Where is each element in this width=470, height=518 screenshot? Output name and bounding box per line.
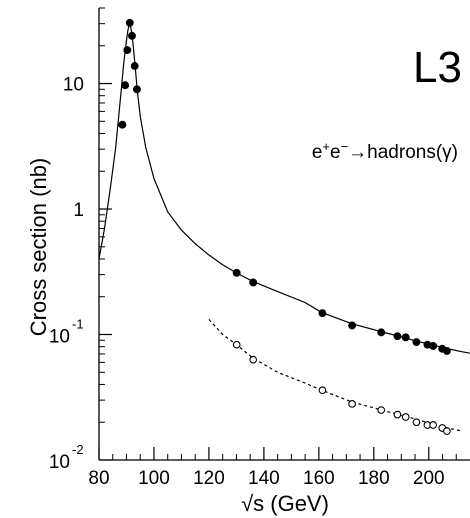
filled-data-point [128, 31, 136, 40]
open-data-point [249, 355, 258, 364]
filled-data-point [318, 309, 327, 318]
x-tick-label: 160 [303, 468, 335, 489]
x-tick-label: 200 [413, 468, 445, 489]
filled-data-point [429, 342, 438, 350]
filled-data-point [125, 18, 134, 27]
y-tick-label: 10 [49, 452, 70, 473]
x-tick-label: 140 [248, 468, 280, 489]
open-data-point [348, 400, 356, 408]
filled-data-point [118, 120, 127, 129]
open-data-point [232, 340, 241, 349]
annotation-superscript: + [322, 139, 330, 154]
x-tick-label: 120 [193, 468, 225, 489]
x-tick-label: 100 [138, 468, 170, 489]
y-axis-label: Cross section (nb) [26, 158, 51, 337]
filled-data-point [232, 268, 241, 277]
chart-title-l3: L3 [413, 43, 462, 92]
filled-data-point [393, 332, 402, 341]
open-data-point [412, 418, 421, 427]
filled-data-point [123, 46, 132, 54]
x-tick-label: 80 [88, 468, 109, 489]
filled-data-point [249, 278, 258, 287]
filled-data-point [130, 62, 139, 70]
filled-data-point [132, 85, 141, 94]
y-tick-label: 10 [63, 75, 84, 96]
annotation-text: e [330, 142, 341, 163]
annotation-text: e [312, 142, 323, 163]
x-axis-label: √s (GeV) [241, 491, 329, 516]
annotation-text: →hadrons(γ) [348, 142, 458, 163]
filled-data-point [401, 333, 410, 342]
open-data-point [393, 410, 402, 419]
y-tick-label: 1 [73, 200, 84, 221]
filled-data-point [121, 81, 130, 90]
open-data-point [318, 386, 327, 395]
reaction-annotation: e+e−→hadrons(γ) [312, 139, 458, 164]
annotation-superscript: − [341, 139, 349, 154]
open-data-point [429, 421, 438, 429]
open-data-point [377, 406, 386, 414]
filled-data-point [348, 321, 357, 330]
open-data-point [443, 427, 451, 435]
y-tick-label: 10 [49, 327, 70, 348]
y-tick-exponent: -1 [72, 317, 84, 332]
dashed-fit-curve [208, 318, 462, 432]
solid-fit-curve [98, 22, 470, 354]
filled-data-point [412, 338, 421, 347]
y-tick-exponent: -2 [72, 442, 84, 457]
filled-data-point [377, 328, 386, 337]
filled-data-point [442, 346, 451, 355]
open-data-point [401, 413, 410, 421]
x-tick-label: 180 [358, 468, 390, 489]
